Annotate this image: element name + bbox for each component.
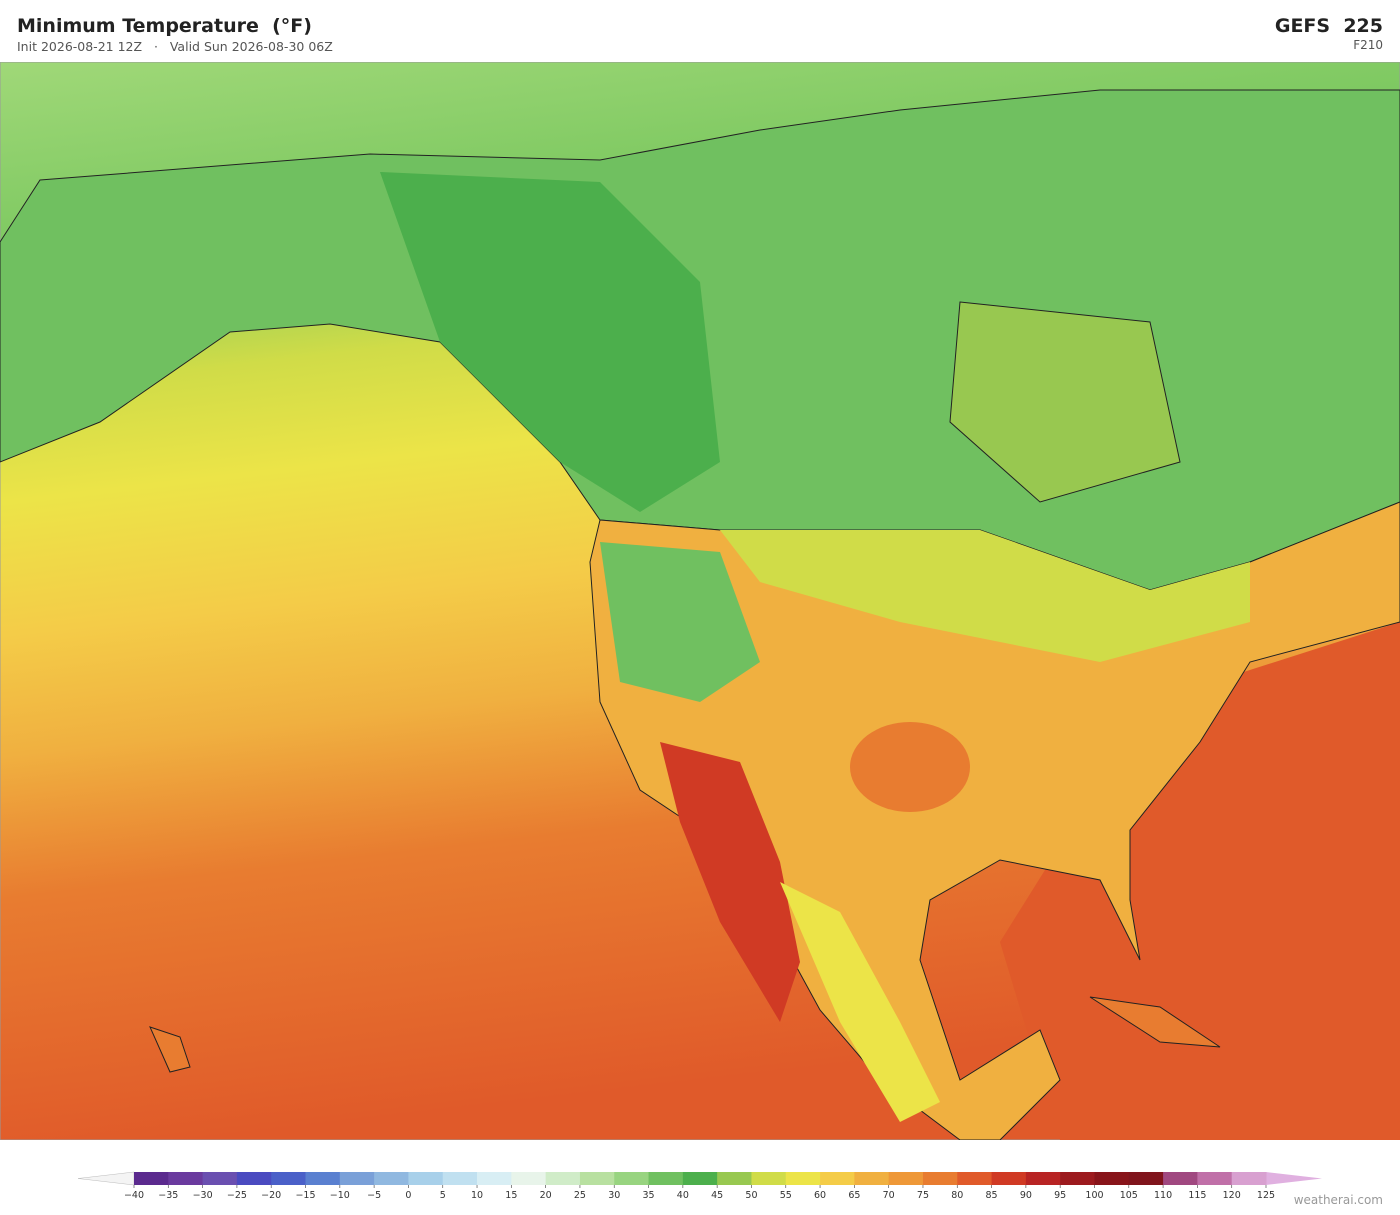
colorbar-cell bbox=[134, 1172, 169, 1185]
colorbar-cell bbox=[991, 1172, 1027, 1185]
colorbar-tick-label: 15 bbox=[505, 1190, 517, 1200]
colorbar-tick-label: 5 bbox=[440, 1190, 446, 1200]
colorbar-cell bbox=[374, 1172, 409, 1185]
colorbar-cell bbox=[236, 1172, 272, 1185]
colorbar-cell bbox=[408, 1172, 444, 1185]
colorbar-cell bbox=[545, 1172, 581, 1185]
watermark: weatherai.com bbox=[1293, 1193, 1383, 1207]
cuba bbox=[1089, 996, 1221, 1048]
colorbar-tick-label: 80 bbox=[951, 1190, 963, 1200]
colorbar-tick-label: 20 bbox=[540, 1190, 552, 1200]
colorbar-cell bbox=[168, 1172, 204, 1185]
colorbar-tick-label: 90 bbox=[1020, 1190, 1032, 1200]
colorbar-cell bbox=[511, 1172, 547, 1185]
colorbar-tick-label: −15 bbox=[295, 1190, 315, 1200]
colorbar-cell bbox=[1197, 1172, 1233, 1185]
colorbar-tick-label: −20 bbox=[261, 1190, 281, 1200]
colorbar-cell bbox=[785, 1172, 821, 1185]
colorbar-tick-label: 100 bbox=[1085, 1190, 1103, 1200]
colorbar-tick-label: 35 bbox=[642, 1190, 654, 1200]
colorbar-cell bbox=[1025, 1172, 1061, 1185]
colorbar-cell bbox=[442, 1172, 478, 1185]
colorbar-cell bbox=[305, 1172, 341, 1185]
colorbar-tick-label: −30 bbox=[193, 1190, 213, 1200]
colorbar-cell bbox=[854, 1172, 890, 1185]
map-title: Minimum Temperature (°F) bbox=[17, 15, 312, 37]
colorbar-cell bbox=[1060, 1172, 1095, 1185]
colorbar-tick-label: 0 bbox=[405, 1190, 411, 1200]
colorbar-cell bbox=[271, 1172, 307, 1185]
hudson-bay bbox=[949, 301, 1181, 503]
colorbar-cell bbox=[1128, 1172, 1164, 1185]
colorbar-cell bbox=[922, 1172, 958, 1185]
colorbar-cell bbox=[614, 1172, 650, 1185]
plains-warm bbox=[850, 722, 970, 812]
colorbar-cell bbox=[579, 1172, 615, 1185]
colorbar-tick-label: 120 bbox=[1223, 1190, 1241, 1200]
colorbar-tick-label: 60 bbox=[814, 1190, 826, 1200]
colorbar-tick-label: 95 bbox=[1054, 1190, 1066, 1200]
colorbar-cell bbox=[202, 1172, 238, 1185]
map-subtitle: Init 2026-08-21 12Z · Valid Sun 2026-08-… bbox=[17, 39, 333, 54]
colorbar-tick-label: −25 bbox=[227, 1190, 247, 1200]
colorbar-tick-label: 75 bbox=[917, 1190, 929, 1200]
colorbar-cell bbox=[339, 1172, 375, 1185]
model-label: GEFS 225 bbox=[1274, 15, 1383, 37]
colorbar-tick-label: 25 bbox=[574, 1190, 586, 1200]
mexico-plateau bbox=[780, 882, 940, 1122]
colorbar-cell bbox=[477, 1172, 512, 1185]
colorbar-cell bbox=[682, 1172, 718, 1185]
atlantic bbox=[1000, 622, 1400, 1140]
colorbar-cell bbox=[1163, 1172, 1198, 1185]
colorbar-tick-label: −35 bbox=[158, 1190, 178, 1200]
colorbar-tick-label: 40 bbox=[677, 1190, 689, 1200]
northern-us bbox=[720, 530, 1250, 662]
colorbar-under bbox=[77, 1171, 135, 1186]
colorbar-tick-label: 70 bbox=[883, 1190, 895, 1200]
colorbar-cell bbox=[1231, 1172, 1267, 1185]
colorbar-cell bbox=[957, 1172, 993, 1185]
colorbar-tick-label: −40 bbox=[124, 1190, 144, 1200]
hawaii bbox=[149, 1026, 191, 1073]
map bbox=[0, 62, 1400, 1140]
colorbar-tick-label: 10 bbox=[471, 1190, 483, 1200]
colorbar-tick-label: 65 bbox=[848, 1190, 860, 1200]
colorbar-tick-label: 125 bbox=[1257, 1190, 1275, 1200]
rockies bbox=[600, 542, 760, 702]
colorbar-tick-label: −5 bbox=[367, 1190, 381, 1200]
desert-southwest bbox=[660, 742, 800, 1022]
colorbar-cell bbox=[751, 1172, 787, 1185]
colorbar-tick-label: 85 bbox=[986, 1190, 998, 1200]
colorbar-tick-label: −10 bbox=[330, 1190, 350, 1200]
colorbar-tick-label: 55 bbox=[780, 1190, 792, 1200]
colorbar-cell bbox=[1094, 1172, 1130, 1185]
colorbar-cell bbox=[820, 1172, 855, 1185]
colorbar-cell bbox=[888, 1172, 924, 1185]
colorbar-tick-label: 110 bbox=[1154, 1190, 1172, 1200]
colorbar-over bbox=[1266, 1172, 1322, 1185]
colorbar: −40 −35 −30 −25 −20 −15 −10 −5 0 5 10 15 20 25 30 35 40 4… bbox=[77, 1171, 1322, 1200]
colorbar-tick-label: 105 bbox=[1120, 1190, 1138, 1200]
colorbar-cell bbox=[648, 1172, 684, 1185]
colorbar-tick-label: 30 bbox=[608, 1190, 620, 1200]
forecast-hour: F210 bbox=[1353, 38, 1383, 52]
cold-zone bbox=[380, 172, 720, 512]
colorbar-cell bbox=[717, 1172, 752, 1185]
colorbar-tick-label: 45 bbox=[711, 1190, 723, 1200]
colorbar-tick-label: 50 bbox=[745, 1190, 757, 1200]
colorbar-tick-label: 115 bbox=[1188, 1190, 1206, 1200]
